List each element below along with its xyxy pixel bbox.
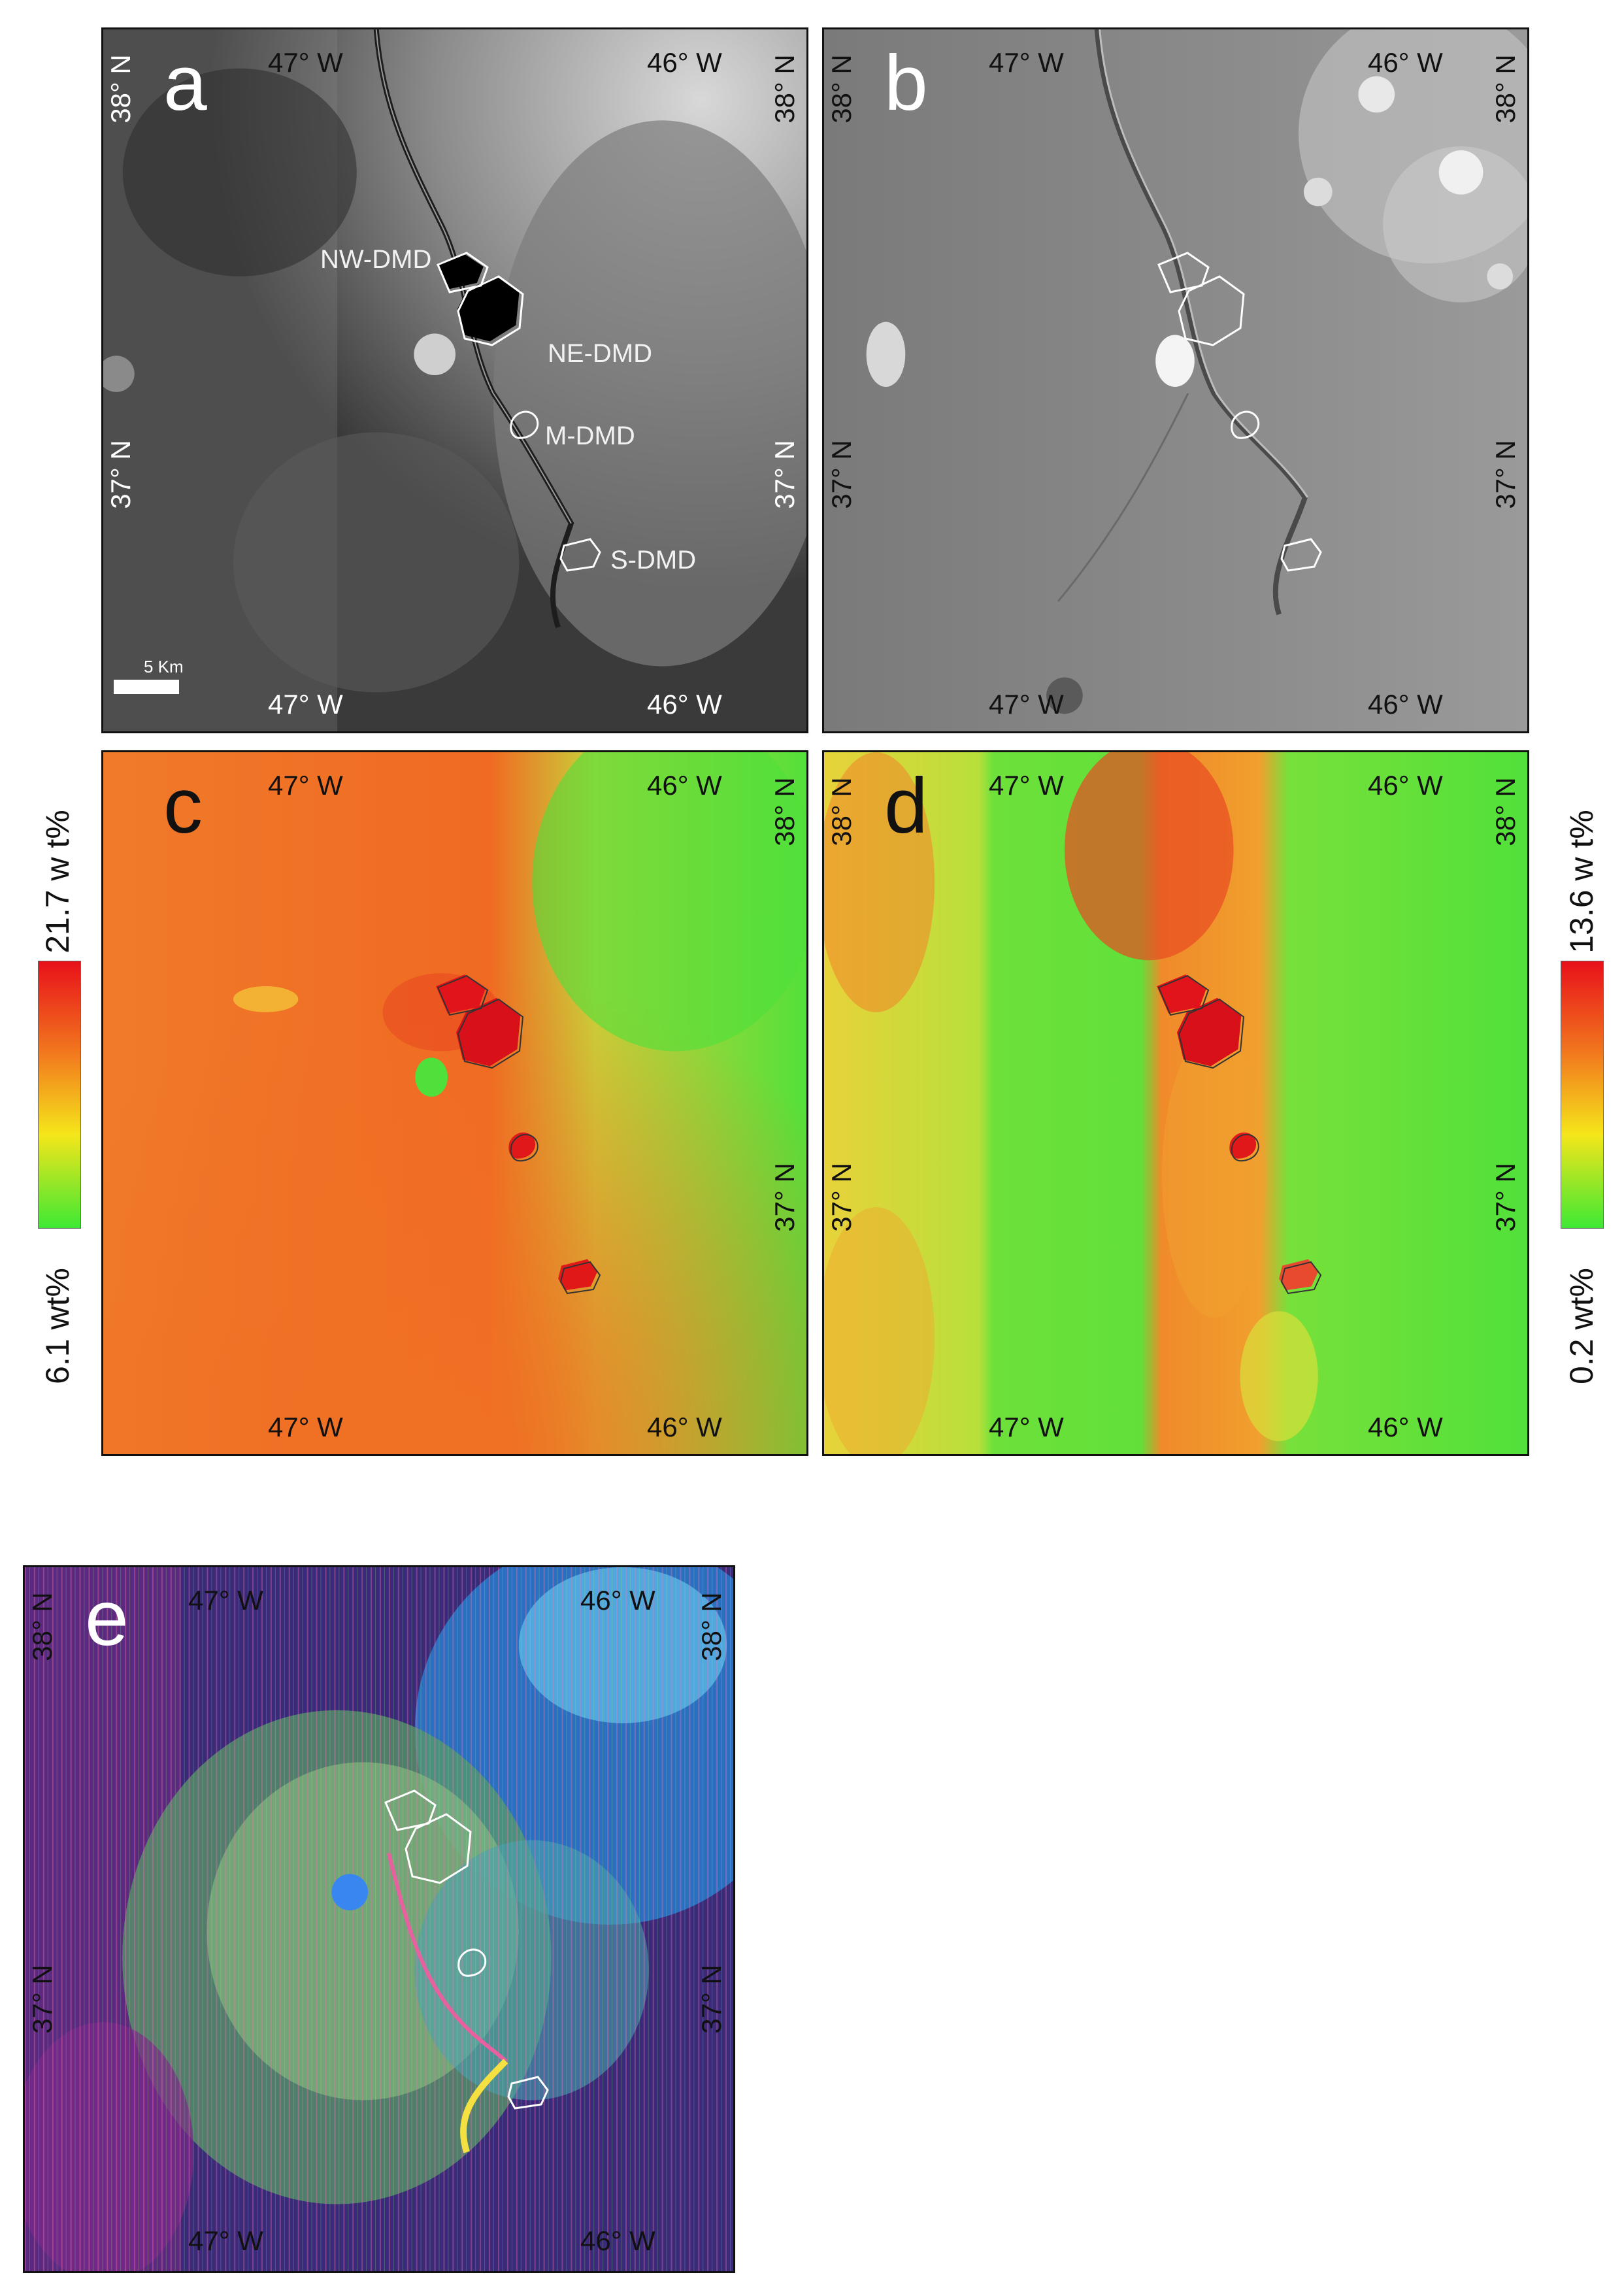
outline-nw-dmd: [384, 1789, 437, 1831]
coord-bottom-left: 47° W: [989, 1412, 1064, 1442]
panel-a: a 47° W 46° W 47° W 46° W 38° N 37° N 38…: [101, 27, 808, 733]
colorbar-right-min: 0.2 wt%: [1563, 1268, 1600, 1384]
panel-letter: d: [884, 762, 928, 850]
coord-left-top: 38° N: [825, 54, 857, 124]
coord-right-top: 38° N: [769, 54, 800, 124]
coord-bottom-right: 46° W: [1368, 1412, 1443, 1442]
outline-m-dmd: [510, 410, 539, 439]
coord-right-top: 38° N: [769, 777, 800, 846]
coord-right-mid: 37° N: [1489, 440, 1521, 509]
colorbar-right: [1561, 961, 1604, 1229]
coord-top-left: 47° W: [268, 47, 343, 78]
coord-right-mid: 37° N: [769, 440, 800, 509]
outline-m-dmd: [1231, 1134, 1259, 1162]
outline-nw-dmd: [437, 974, 489, 1016]
coord-top-right: 46° W: [647, 770, 722, 801]
scale-bar-label: 5 Km: [144, 657, 184, 676]
panel-letter: b: [884, 39, 928, 127]
outline-ne-dmd: [457, 275, 524, 346]
coord-right-top: 38° N: [695, 1592, 727, 1661]
coord-bottom-left: 47° W: [268, 1412, 343, 1442]
panel-d-image: [824, 752, 1527, 1454]
coord-bottom-left: 47° W: [268, 689, 343, 720]
panel-letter: e: [85, 1574, 129, 1662]
panel-b-image: [824, 29, 1527, 731]
outline-nw-dmd: [437, 252, 489, 293]
coord-top-left: 47° W: [989, 47, 1064, 78]
coord-top-right: 46° W: [647, 47, 722, 78]
colorbar-right-max: 13.6 w t%: [1563, 810, 1600, 954]
coord-top-left: 47° W: [268, 770, 343, 801]
outline-s-dmd: [507, 2076, 549, 2110]
coord-right-mid: 37° N: [695, 1965, 727, 2034]
outline-ne-dmd: [1178, 998, 1245, 1069]
outline-nw-dmd: [1157, 252, 1210, 293]
outline-ne-dmd: [405, 1813, 472, 1884]
coord-right-top: 38° N: [1489, 54, 1521, 124]
coord-left-mid: 37° N: [825, 1163, 857, 1232]
coord-bottom-right: 46° W: [1368, 689, 1443, 720]
coord-left-top: 38° N: [26, 1592, 58, 1661]
coord-bottom-right: 46° W: [647, 689, 722, 720]
outline-m-dmd: [1231, 410, 1260, 439]
outline-s-dmd: [1280, 1261, 1322, 1295]
panel-d: d 47° W 46° W 47° W 46° W 38° N 37° N 38…: [822, 750, 1529, 1456]
coord-top-right: 46° W: [580, 1585, 655, 1616]
scale-bar: [114, 680, 179, 694]
panel-c: c 47° W 46° W 47° W 46° W 38° N 37° N: [101, 750, 808, 1456]
coord-left-top: 38° N: [105, 54, 136, 124]
coord-left-mid: 37° N: [26, 1965, 58, 2034]
panel-c-image: [103, 752, 806, 1454]
coord-top-right: 46° W: [1368, 770, 1443, 801]
panel-a-image: [103, 29, 806, 731]
coord-bottom-left: 47° W: [188, 2225, 263, 2256]
coord-top-left: 47° W: [989, 770, 1064, 801]
outline-nw-dmd: [1157, 974, 1210, 1016]
coord-bottom-left: 47° W: [989, 689, 1064, 720]
coord-bottom-right: 46° W: [580, 2225, 655, 2256]
outline-m-dmd: [510, 1134, 539, 1162]
coord-bottom-right: 46° W: [647, 1412, 722, 1442]
colorbar-left-max: 21.7 w t%: [39, 810, 76, 954]
outline-s-dmd: [1280, 538, 1322, 572]
colorbar-left-min: 6.1 wt%: [39, 1268, 76, 1384]
label-s-dmd: S-DMD: [610, 546, 697, 574]
coord-top-left: 47° W: [188, 1585, 263, 1616]
outline-s-dmd: [559, 538, 601, 572]
panel-b: b 47° W 46° W 47° W 46° W 38° N 37° N 38…: [822, 27, 1529, 733]
colorbar-left: [38, 961, 81, 1229]
panel-letter: a: [163, 39, 207, 127]
coord-left-mid: 37° N: [825, 440, 857, 509]
coord-right-mid: 37° N: [1489, 1163, 1521, 1232]
outline-ne-dmd: [1178, 275, 1245, 346]
panel-e-image: [25, 1567, 733, 2271]
coord-left-top: 38° N: [825, 777, 857, 846]
panel-letter: c: [163, 762, 203, 850]
outline-ne-dmd: [457, 998, 524, 1069]
label-nw-dmd: NW-DMD: [320, 245, 432, 274]
coord-top-right: 46° W: [1368, 47, 1443, 78]
panel-e: e 47° W 46° W 47° W 46° W 38° N 37° N 38…: [23, 1565, 735, 2273]
coord-left-mid: 37° N: [105, 440, 136, 509]
outline-s-dmd: [559, 1261, 601, 1295]
label-m-dmd: M-DMD: [545, 422, 635, 450]
coord-right-top: 38° N: [1489, 777, 1521, 846]
coord-right-mid: 37° N: [769, 1163, 800, 1232]
label-ne-dmd: NE-DMD: [548, 339, 652, 368]
outline-m-dmd: [457, 1948, 487, 1977]
